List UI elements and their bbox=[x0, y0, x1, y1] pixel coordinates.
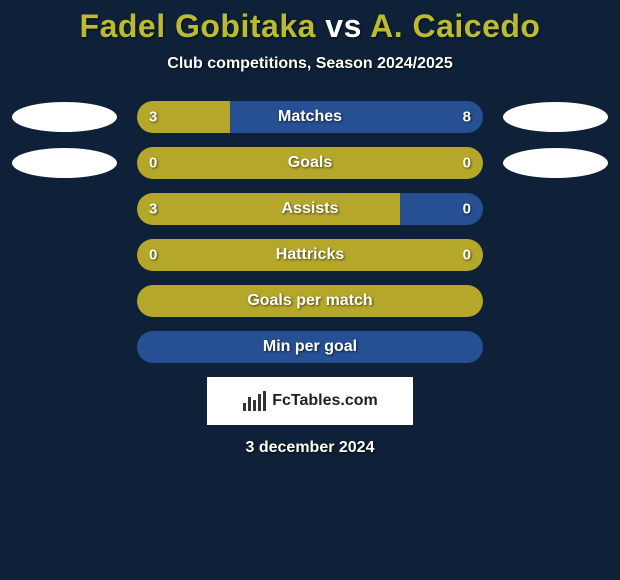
date-text: 3 december 2024 bbox=[0, 439, 620, 457]
stat-row: Hattricks 0 0 bbox=[0, 239, 620, 271]
stat-bar: Goals 0 0 bbox=[137, 147, 483, 179]
stats-rows: Matches38Goals00Assists30Hattricks00Goal… bbox=[0, 101, 620, 363]
player1-oval bbox=[12, 148, 117, 178]
stat-value-right: 0 bbox=[463, 155, 471, 172]
logo-box: FcTables.com bbox=[207, 377, 413, 425]
spacer bbox=[12, 194, 117, 224]
title-separator: vs bbox=[325, 8, 362, 44]
bar-left-fill bbox=[137, 193, 400, 225]
spacer bbox=[503, 332, 608, 362]
bars-icon bbox=[242, 391, 266, 411]
stat-row: Assists 3 0 bbox=[0, 193, 620, 225]
stat-label: Goals per match bbox=[247, 292, 372, 310]
player1-oval bbox=[12, 102, 117, 132]
stat-label: Hattricks bbox=[276, 246, 344, 264]
stat-row: Min per goal bbox=[0, 331, 620, 363]
stat-bar: Assists 3 0 bbox=[137, 193, 483, 225]
spacer bbox=[503, 240, 608, 270]
stat-row: Goals per match bbox=[0, 285, 620, 317]
stat-label: Min per goal bbox=[263, 338, 357, 356]
stat-row: Matches 3 8 bbox=[0, 101, 620, 133]
logo-text: FcTables.com bbox=[272, 392, 378, 410]
player2-oval bbox=[503, 102, 608, 132]
stat-bar: Hattricks 0 0 bbox=[137, 239, 483, 271]
stat-value-left: 3 bbox=[149, 109, 157, 126]
spacer bbox=[503, 194, 608, 224]
player2-oval bbox=[503, 148, 608, 178]
spacer bbox=[12, 240, 117, 270]
spacer bbox=[503, 286, 608, 316]
stat-bar: Goals per match bbox=[137, 285, 483, 317]
bar-right-fill bbox=[230, 101, 483, 133]
page-title: Fadel Gobitaka vs A. Caicedo bbox=[0, 8, 620, 45]
stat-bar: Min per goal bbox=[137, 331, 483, 363]
stat-label: Assists bbox=[282, 200, 339, 218]
stat-value-right: 0 bbox=[463, 247, 471, 264]
player1-name: Fadel Gobitaka bbox=[80, 8, 316, 44]
comparison-widget: Fadel Gobitaka vs A. Caicedo Club compet… bbox=[0, 0, 620, 580]
stat-value-right: 8 bbox=[463, 109, 471, 126]
spacer bbox=[12, 286, 117, 316]
stat-label: Goals bbox=[288, 154, 332, 172]
stat-value-right: 0 bbox=[463, 201, 471, 218]
player2-name: A. Caicedo bbox=[370, 8, 540, 44]
stat-row: Goals 0 0 bbox=[0, 147, 620, 179]
stat-value-left: 0 bbox=[149, 155, 157, 172]
stat-label: Matches bbox=[278, 108, 342, 126]
stat-value-left: 0 bbox=[149, 247, 157, 264]
spacer bbox=[12, 332, 117, 362]
stat-bar: Matches 3 8 bbox=[137, 101, 483, 133]
stat-value-left: 3 bbox=[149, 201, 157, 218]
subtitle: Club competitions, Season 2024/2025 bbox=[0, 55, 620, 73]
